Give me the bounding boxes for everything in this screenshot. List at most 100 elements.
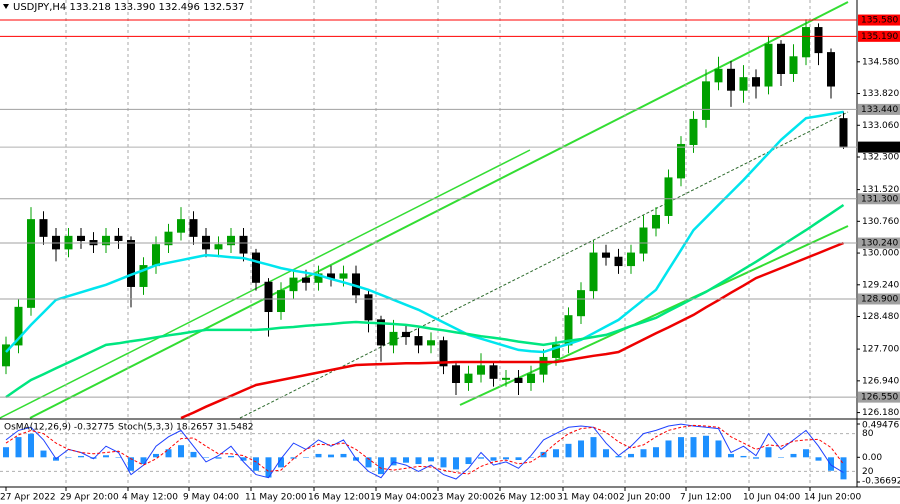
osma-bar — [478, 457, 484, 459]
candle-body — [527, 373, 535, 384]
osma-bar — [78, 455, 84, 458]
candle-body — [502, 377, 510, 380]
candle-body — [727, 68, 735, 91]
bid-label-bg — [858, 141, 900, 153]
candle-body — [627, 252, 635, 267]
candle-body — [789, 56, 798, 74]
x-tick-label: 16 May 12:00 — [308, 493, 370, 503]
osma-bar — [690, 437, 697, 458]
stoch-label: Stoch(5,3,3) 18.2657 31.5482 — [118, 423, 253, 433]
y-tick-label: 133.060 — [862, 121, 899, 131]
level-label-bg — [858, 30, 900, 42]
candle-body — [639, 227, 648, 254]
osma-bar — [115, 457, 122, 458]
candle-body — [589, 252, 598, 292]
candle-body — [489, 365, 498, 379]
y-tick-label: 132.300 — [862, 153, 899, 163]
candle-body — [814, 27, 823, 54]
stoch-line — [5, 423, 844, 480]
osma-bar — [215, 457, 222, 459]
moving-average — [5, 110, 844, 354]
osma-bar — [840, 457, 847, 480]
level-label: 128.900 — [861, 294, 898, 304]
channel-lower — [459, 225, 849, 406]
osma-bar — [453, 457, 459, 470]
candle-body — [614, 256, 623, 267]
candle-body — [102, 235, 110, 246]
x-tick-label: 10 Jun 04:00 — [743, 493, 800, 503]
osma-bar — [828, 457, 834, 471]
osma-bar — [303, 457, 309, 458]
osma-bar — [140, 457, 147, 465]
moving-average — [180, 241, 844, 420]
level-label: 131.300 — [861, 194, 898, 204]
y-tick-label: 130.760 — [862, 217, 899, 227]
osma-bar — [90, 457, 97, 459]
osma-bar — [178, 445, 184, 458]
osma-bar — [490, 457, 497, 461]
osma-bar — [765, 447, 772, 458]
x-tick-label: 31 May 04:00 — [557, 493, 619, 503]
candle-body — [702, 81, 710, 120]
x-tick-label: 23 May 20:00 — [432, 493, 494, 503]
candle-body — [377, 319, 385, 346]
candle-body — [164, 231, 173, 246]
candle-body — [414, 336, 423, 346]
candle-body — [714, 68, 723, 83]
y-tick-label: -0.36692 — [862, 477, 900, 487]
candle-body — [39, 219, 48, 237]
osma-bar — [240, 457, 247, 461]
level-label-bg — [858, 293, 900, 305]
osma-bar — [278, 457, 284, 468]
osma-bar — [403, 457, 409, 463]
candle-body — [177, 219, 185, 233]
x-tick-label: 29 Apr 20:00 — [60, 493, 119, 503]
osma-bar — [390, 457, 397, 466]
candle-body — [452, 365, 460, 384]
y-tick-label: 127.700 — [862, 345, 899, 355]
candle-body — [777, 43, 785, 74]
y-tick-label: 0.49476 — [862, 421, 899, 431]
level-label-bg — [858, 237, 900, 249]
osma-label: OsMA(12,26,9) -0.32775 — [4, 423, 114, 433]
osma-bar — [503, 457, 509, 460]
osma-bar — [253, 457, 259, 471]
osma-bar — [340, 453, 347, 458]
candle-body — [827, 52, 835, 87]
osma-bar — [515, 457, 522, 460]
osma-bar — [803, 449, 809, 458]
osma-bar — [815, 457, 822, 461]
candle-body — [152, 244, 160, 267]
candle-body — [677, 143, 685, 179]
candle-body — [752, 77, 760, 87]
osma-bar — [153, 453, 159, 458]
osma-bar — [40, 450, 47, 458]
chart-title: USDJPY,H4 133.218 133.390 132.496 132.53… — [13, 2, 244, 13]
candle-body — [227, 235, 235, 246]
x-tick-label: 7 Jun 12:00 — [680, 493, 732, 503]
candle-body — [427, 340, 435, 346]
candle-body — [477, 365, 485, 375]
candle-body — [302, 277, 310, 283]
candles — [2, 19, 848, 396]
candle-body — [364, 294, 373, 321]
y-tick-label: 131.520 — [862, 185, 899, 195]
level-label: 135.190 — [861, 32, 898, 42]
osma-bar — [678, 437, 684, 458]
bid-label: 132.537 — [861, 143, 898, 153]
osma-bar — [265, 457, 272, 478]
osma-bar — [740, 455, 747, 458]
candle-body — [27, 219, 35, 308]
menu-icon[interactable] — [3, 4, 9, 9]
level-label-bg — [858, 103, 900, 115]
candle-body — [689, 118, 698, 145]
candle-body — [577, 290, 585, 317]
osma-bar — [653, 447, 659, 458]
osma-bar — [603, 449, 609, 458]
candle-body — [289, 277, 298, 292]
candle-body — [214, 244, 223, 250]
level-label-bg — [858, 193, 900, 205]
osma-bar — [15, 437, 22, 458]
level-label: 130.240 — [861, 239, 898, 249]
candle-body — [114, 235, 123, 242]
